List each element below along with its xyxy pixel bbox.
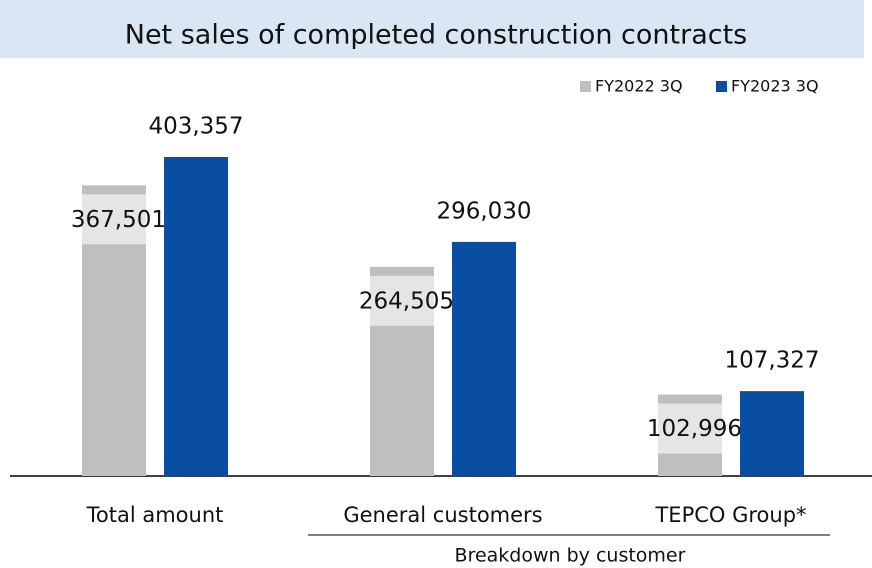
label-box — [82, 194, 168, 245]
label-box — [370, 275, 456, 326]
value-label: 102,996 — [647, 416, 742, 442]
legend-swatch — [716, 81, 727, 92]
bar — [164, 157, 228, 476]
bar — [740, 391, 804, 476]
value-label: 367,501 — [71, 207, 166, 233]
value-label: 107,327 — [724, 348, 819, 374]
bar — [452, 241, 516, 476]
x-tick-label: TEPCO Group* — [654, 503, 806, 527]
chart-title: Net sales of completed construction cont… — [125, 20, 748, 51]
x-tick-label: Total amount — [86, 503, 224, 527]
group-label: Breakdown by customer — [455, 545, 686, 567]
legend-label: FY2022 3Q — [595, 77, 683, 96]
title-banner — [0, 0, 864, 58]
value-label: 403,357 — [148, 114, 243, 140]
label-box — [658, 403, 744, 454]
legend-swatch — [580, 81, 591, 92]
value-label: 296,030 — [436, 198, 531, 224]
x-tick-label: General customers — [343, 503, 542, 527]
legend-label: FY2023 3Q — [731, 77, 819, 96]
value-label: 264,505 — [359, 288, 454, 314]
